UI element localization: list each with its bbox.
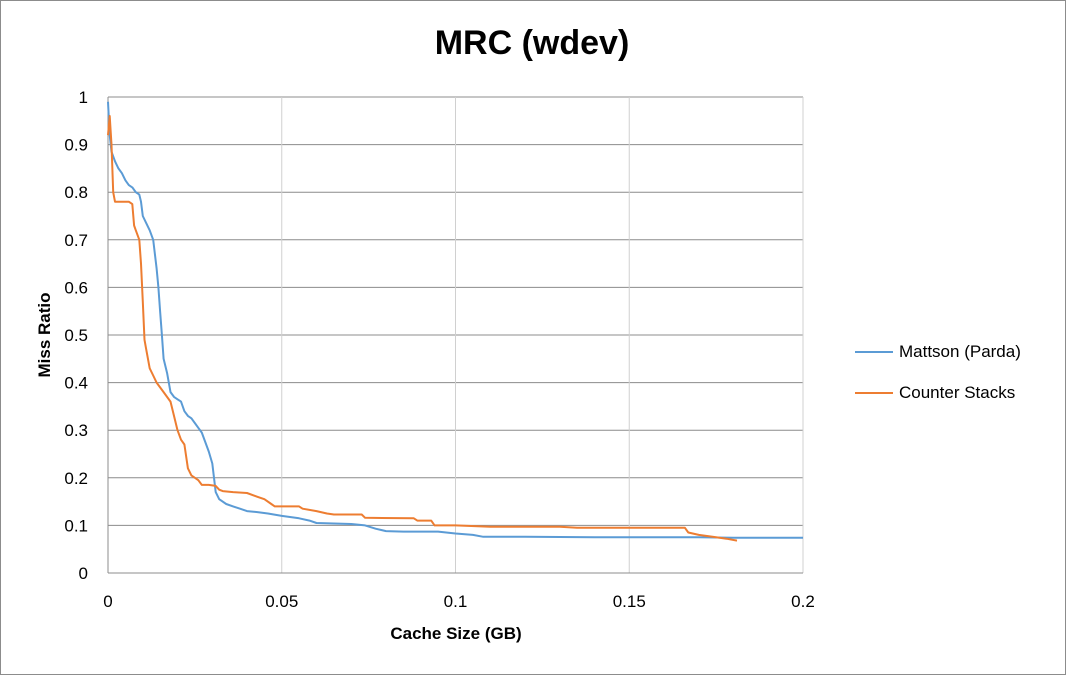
- legend-item-counter-stacks: Counter Stacks: [855, 381, 1055, 422]
- x-tick-label-4: 0.2: [791, 592, 815, 611]
- legend-swatch-counter-stacks: [855, 392, 893, 394]
- x-tick-label-1: 0.05: [265, 592, 298, 611]
- y-tick-label-2: 0.2: [64, 469, 88, 488]
- chart-title: MRC (wdev): [434, 24, 630, 62]
- y-tick-label-4: 0.4: [64, 374, 88, 393]
- y-tick-label-3: 0.3: [64, 421, 88, 440]
- y-tick-label-0: 0: [79, 564, 88, 583]
- tick-labels: 0 0.1 0.2 0.3 0.4 0.5 0.6 0.7 0.8 0.9 1 0 0.05 0.1 0.1…: [64, 88, 814, 611]
- axes: [107, 97, 803, 574]
- series-line-counter-stacks: [107, 115, 738, 542]
- legend: Mattson (Parda) Counter Stacks: [855, 340, 1055, 422]
- legend-label-mattson: Mattson (Parda): [899, 342, 1021, 361]
- series-line-mattson-parda: [107, 101, 803, 539]
- y-tick-label-6: 0.6: [64, 278, 88, 297]
- series-lines: [107, 101, 803, 542]
- y-tick-label-1: 0.1: [64, 516, 88, 535]
- gridlines: [108, 96, 804, 573]
- x-axis-title: Cache Size (GB): [390, 624, 521, 643]
- y-tick-label-8: 0.8: [64, 183, 88, 202]
- y-tick-label-9: 0.9: [64, 136, 88, 155]
- legend-item-mattson: Mattson (Parda): [855, 340, 1055, 381]
- y-tick-label-10: 1: [79, 88, 88, 107]
- y-axis-title: Miss Ratio: [35, 292, 54, 377]
- y-tick-label-5: 0.5: [64, 326, 88, 345]
- legend-swatch-mattson: [855, 351, 893, 353]
- legend-label-counter-stacks: Counter Stacks: [899, 383, 1016, 402]
- y-tick-label-7: 0.7: [64, 231, 88, 250]
- x-tick-label-2: 0.1: [444, 592, 468, 611]
- x-tick-label-3: 0.15: [613, 592, 646, 611]
- x-tick-label-0: 0: [103, 592, 112, 611]
